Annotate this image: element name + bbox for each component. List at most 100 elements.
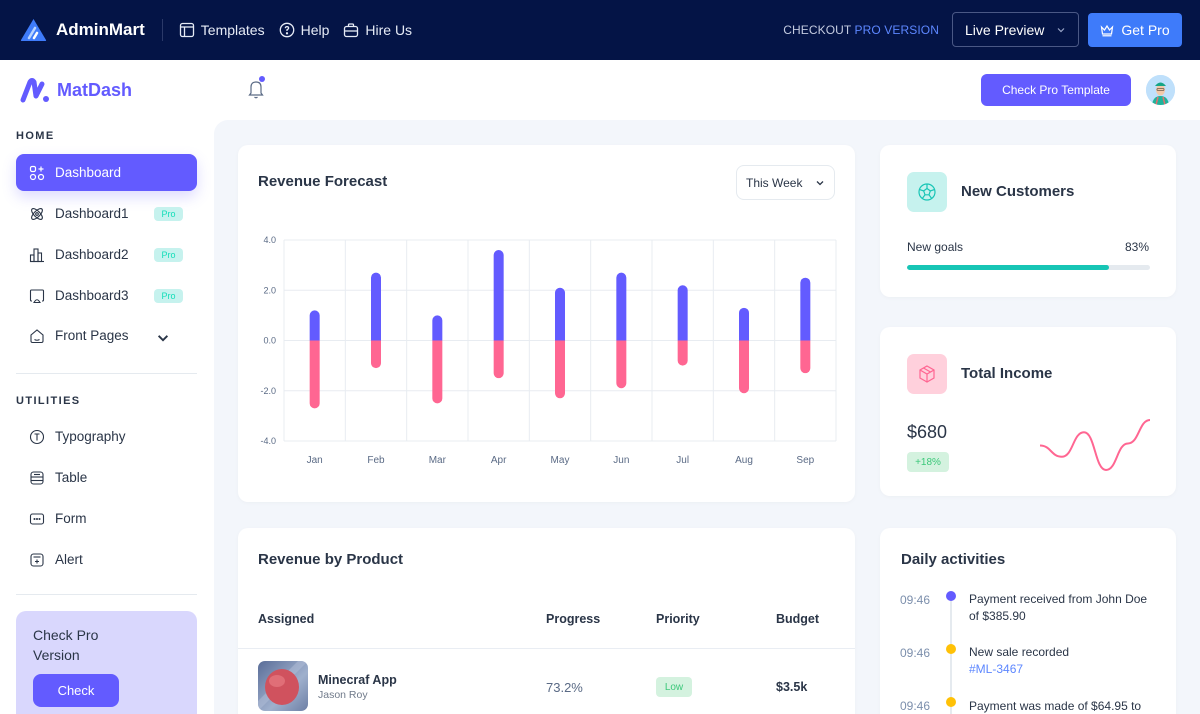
x-tick-label: May bbox=[551, 455, 570, 466]
typography-icon bbox=[29, 429, 45, 444]
templates-link[interactable]: Templates bbox=[179, 22, 265, 38]
pro-badge: Pro bbox=[154, 289, 183, 303]
timeline-text-wrap: New sale recorded #ML-3467 bbox=[969, 644, 1154, 678]
sidebar-item-dashboard3[interactable]: Dashboard3 Pro bbox=[16, 277, 197, 314]
checkout-suffix: PRO VERSION bbox=[854, 22, 939, 37]
timeline-dot bbox=[946, 591, 956, 601]
product-budget: $3.5k bbox=[776, 680, 808, 694]
x-tick-label: Apr bbox=[491, 455, 507, 466]
help-link[interactable]: Help bbox=[279, 22, 329, 38]
bar-positive-apr bbox=[493, 250, 504, 341]
bar-negative-sep bbox=[800, 340, 811, 374]
column-header-assigned[interactable]: Assigned bbox=[258, 612, 315, 626]
chevron-down-icon bbox=[816, 180, 824, 185]
templates-label: Templates bbox=[200, 22, 265, 38]
get-pro-button[interactable]: Get Pro bbox=[1088, 12, 1182, 47]
chevron-down-icon bbox=[157, 335, 169, 342]
revenue-forecast-chart: 4.0 2.0 0.0 -2.0 -4.0 Jan Feb Mar Apr May Jun Jul Au… bbox=[260, 235, 837, 466]
topbar-divider bbox=[161, 19, 163, 41]
hire-us-label: Hire Us bbox=[365, 22, 413, 38]
atom-icon bbox=[31, 207, 43, 220]
sidebar-item-dashboard[interactable]: Dashboard bbox=[16, 154, 197, 191]
sidebar-item-label: Table bbox=[55, 470, 88, 485]
total-income-change-badge: +18% bbox=[907, 452, 949, 472]
total-income-sparkline bbox=[1039, 419, 1151, 472]
pro-badge: Pro bbox=[154, 207, 183, 221]
new-customers-card: New Customers New goals 83% bbox=[880, 145, 1176, 297]
sidebar-item-label: Dashboard1 bbox=[55, 206, 129, 221]
screen-share-icon bbox=[29, 288, 45, 303]
table-header-divider bbox=[238, 648, 855, 649]
sidebar-item-alert[interactable]: Alert bbox=[16, 541, 197, 578]
product-name: Minecraf App bbox=[318, 673, 397, 687]
timeline-dot bbox=[946, 697, 956, 707]
product-progress: 73.2% bbox=[546, 680, 583, 695]
sale-reference-link[interactable]: #ML-3467 bbox=[969, 662, 1024, 676]
adminmart-logo-icon bbox=[20, 19, 47, 41]
bar-negative-feb bbox=[371, 340, 381, 369]
matdash-logo[interactable]: MatDash bbox=[19, 77, 132, 104]
bar-negative-aug bbox=[739, 340, 749, 394]
adminmart-logo[interactable]: AdminMart bbox=[20, 18, 145, 42]
sidebar-item-dashboard2[interactable]: Dashboard2 Pro bbox=[16, 236, 197, 273]
timeline-text: Payment received from John Doe of $385.9… bbox=[969, 592, 1148, 623]
total-income-title: Total Income bbox=[961, 365, 1053, 382]
apps-icon bbox=[29, 165, 45, 180]
timeline-dot bbox=[946, 644, 956, 654]
package-icon bbox=[919, 365, 935, 383]
period-select[interactable]: This Week bbox=[736, 165, 835, 200]
priority-badge: Low bbox=[656, 677, 692, 697]
total-income-card: Total Income $680 +18% bbox=[880, 327, 1176, 496]
timeline-time: 09:46 bbox=[900, 593, 931, 607]
sidebar-item-typography[interactable]: Typography bbox=[16, 418, 197, 455]
column-header-budget[interactable]: Budget bbox=[776, 612, 820, 626]
bar-positive-aug bbox=[739, 307, 749, 341]
bar-positive-jan bbox=[309, 310, 320, 341]
check-button[interactable]: Check bbox=[33, 674, 119, 707]
y-tick-label: 0.0 bbox=[263, 336, 276, 346]
sidebar-item-table[interactable]: Table bbox=[16, 459, 197, 496]
sidebar-item-label: Typography bbox=[55, 429, 126, 444]
new-goals-progress-fill bbox=[907, 265, 1109, 270]
column-header-progress[interactable]: Progress bbox=[546, 612, 601, 626]
bar-positive-may bbox=[555, 287, 565, 341]
user-avatar[interactable] bbox=[1146, 75, 1175, 105]
sidebar-item-form[interactable]: Form bbox=[16, 500, 197, 537]
live-preview-dropdown[interactable]: Live Preview bbox=[952, 12, 1079, 47]
hire-us-link[interactable]: Hire Us bbox=[343, 22, 412, 38]
y-tick-label: 2.0 bbox=[263, 285, 276, 295]
product-assignee: Jason Roy bbox=[318, 689, 368, 701]
revenue-by-product-title: Revenue by Product bbox=[258, 551, 404, 568]
new-goals-label: New goals bbox=[907, 240, 964, 254]
total-income-amount: $680 bbox=[907, 422, 948, 442]
timeline-line bbox=[950, 600, 952, 714]
help-circle-icon bbox=[279, 22, 294, 38]
new-goals-progress-track bbox=[907, 265, 1150, 270]
column-header-priority[interactable]: Priority bbox=[656, 612, 700, 626]
timeline-text: Payment was made of $64.95 to bbox=[969, 699, 1142, 713]
x-tick-label: Jan bbox=[307, 455, 323, 466]
sidebar-item-label: Front Pages bbox=[55, 328, 129, 343]
sidebar-item-dashboard1[interactable]: Dashboard1 Pro bbox=[16, 195, 197, 232]
get-pro-label: Get Pro bbox=[1121, 21, 1170, 38]
chart-bar-icon bbox=[29, 247, 44, 262]
new-customers-icon-tile bbox=[907, 172, 947, 212]
football-icon bbox=[918, 183, 936, 201]
bar-negative-jul bbox=[677, 340, 688, 366]
sidebar-divider bbox=[16, 594, 197, 595]
sidebar-item-front-pages[interactable]: Front Pages bbox=[16, 317, 197, 354]
y-tick-label: -4.0 bbox=[260, 436, 276, 446]
checkout-pro-link[interactable]: CHECKOUT PRO VERSION bbox=[783, 23, 939, 37]
bar-negative-apr bbox=[493, 340, 504, 379]
pro-promo-card: Check Pro Version Check bbox=[16, 611, 197, 714]
period-select-value: This Week bbox=[746, 175, 803, 190]
sidebar-item-label: Form bbox=[55, 511, 87, 526]
check-pro-template-button[interactable]: Check Pro Template bbox=[981, 74, 1131, 106]
bar-negative-jun bbox=[616, 340, 627, 389]
bar-positive-jul bbox=[677, 285, 688, 341]
timeline-time: 09:46 bbox=[900, 646, 931, 660]
bell-icon[interactable] bbox=[246, 78, 266, 100]
new-customers-title: New Customers bbox=[961, 183, 1075, 200]
section-home: HOME bbox=[16, 130, 55, 142]
bar-negative-may bbox=[555, 340, 565, 399]
